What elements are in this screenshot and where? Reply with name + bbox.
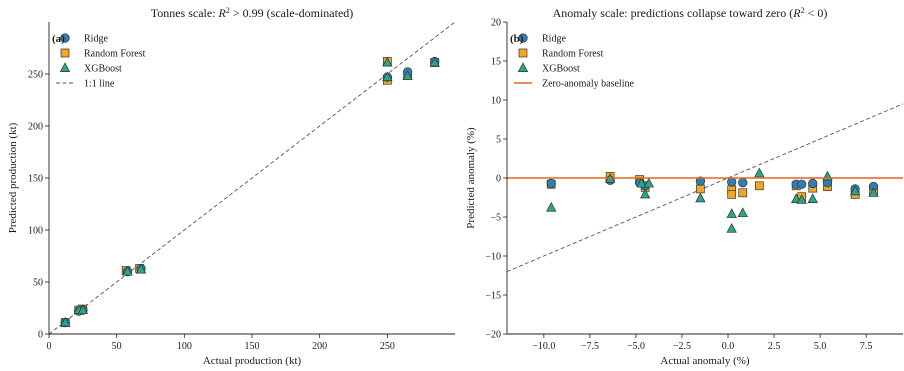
x-tick-label: −10.0	[532, 341, 555, 352]
xgboost-point	[726, 222, 737, 233]
x-tick-label: 0	[47, 341, 52, 352]
x-tick-label: 250	[380, 341, 395, 352]
x-tick-label: −2.5	[673, 341, 691, 352]
xgboost-point	[429, 56, 440, 67]
panel-title: Tonnes scale: R2 > 0.99 (scale-dominated…	[151, 6, 354, 20]
xgboost-point	[382, 56, 393, 67]
legend-label: Random Forest	[542, 49, 604, 60]
ridge-point	[797, 179, 807, 189]
x-tick-label: 150	[245, 341, 260, 352]
legend-label: Ridge	[542, 34, 566, 45]
legend-label: Ridge	[84, 34, 108, 45]
legend-marker	[518, 33, 528, 43]
legend-label: 1:1 line	[84, 79, 115, 90]
y-axis-label: Predicted production (kt)	[7, 122, 19, 233]
legend-marker	[59, 62, 71, 72]
ridge-point	[546, 178, 556, 189]
xgboost-point	[754, 167, 765, 178]
xgboost-point	[796, 194, 807, 204]
random-forest-point	[754, 181, 764, 191]
legend-label: XGBoost	[84, 64, 122, 75]
legend-label: Zero-anomaly baseline	[542, 79, 634, 90]
xgboost-point	[737, 207, 748, 218]
x-tick-label: 5.0	[814, 341, 827, 352]
xgboost-point	[807, 193, 818, 204]
x-tick-label: 200	[312, 341, 327, 352]
y-tick-label: 250	[28, 70, 43, 81]
random-forest-point	[738, 188, 748, 198]
y-tick-label: −5	[490, 213, 501, 224]
y-tick-label: 0	[38, 330, 43, 341]
panel-title: Anomaly scale: predictions collapse towa…	[553, 6, 828, 20]
random-forest-point	[727, 190, 737, 199]
xgboost-point	[636, 177, 647, 188]
legend: Ridge Random Forest XGBoost 1:1 line	[56, 33, 146, 90]
y-tick-label: 10	[491, 96, 501, 107]
y-tick-label: 100	[28, 226, 43, 237]
xgboost-point	[868, 187, 879, 197]
legend-marker	[517, 62, 529, 72]
legend-label: XGBoost	[542, 64, 580, 75]
xgboost-point	[382, 71, 393, 82]
identity-line	[49, 22, 455, 334]
ridge-point	[695, 176, 706, 186]
legend-label: Random Forest	[84, 49, 146, 60]
xgboost-point	[643, 177, 655, 188]
y-tick-label: −20	[485, 330, 501, 341]
xgboost-point	[122, 265, 133, 276]
x-tick-label: −7.5	[581, 341, 599, 352]
y-tick-label: −15	[485, 291, 501, 302]
legend-marker	[60, 33, 70, 43]
y-tick-label: 0	[496, 174, 501, 185]
random-forest-point	[696, 184, 705, 194]
y-tick-label: 20	[491, 18, 501, 29]
xgboost-point	[639, 188, 651, 199]
y-tick-label: 5	[496, 135, 501, 146]
xgboost-point	[849, 185, 861, 196]
y-tick-label: −10	[485, 252, 501, 263]
xgboost-point	[546, 201, 557, 212]
x-tick-label: 2.5	[768, 341, 781, 352]
legend-marker	[60, 48, 70, 58]
x-tick-label: −5.0	[627, 341, 645, 352]
anomaly-panel: −10.0 −7.5 −5.0 −2.5 0.0 2.5 5.0 7.5 −20 −15 −10 −5…	[465, 6, 903, 367]
x-axis-label: Actual production (kt)	[203, 355, 302, 367]
x-tick-label: 7.5	[860, 341, 873, 352]
xgboost-point	[135, 263, 147, 274]
series-ridge	[60, 56, 440, 328]
xgboost-point	[402, 70, 413, 81]
panel-letter: (b)	[510, 33, 524, 45]
tonnes-panel: 0 50 100 150 200 250 0 50 100 150 200 250 Actual pro…	[7, 6, 455, 367]
series-random-forest	[60, 57, 440, 327]
xgboost-point	[77, 304, 89, 315]
series-xgboost	[60, 56, 440, 327]
xgboost-point	[695, 192, 706, 203]
x-axis-label: Actual anomaly (%)	[660, 355, 750, 367]
x-tick-label: 0.0	[722, 341, 735, 352]
legend-marker	[518, 48, 528, 58]
y-axis-label: Predicted anomaly (%)	[465, 127, 477, 229]
y-tick-label: 15	[491, 57, 501, 68]
panel-letter: (a)	[52, 33, 65, 45]
y-tick-label: 50	[33, 278, 43, 289]
xgboost-point	[726, 208, 737, 218]
ridge-point	[738, 178, 748, 188]
identity-line	[507, 103, 903, 273]
ridge-point	[808, 178, 818, 189]
legend: Ridge Random Forest XGBoost Zero-anomaly ba…	[514, 33, 634, 90]
y-tick-label: 150	[28, 174, 43, 185]
x-tick-label: 50	[112, 341, 122, 352]
x-tick-label: 100	[177, 341, 192, 352]
xgboost-point	[60, 316, 71, 327]
y-tick-label: 200	[28, 122, 43, 133]
ridge-point	[727, 177, 737, 187]
